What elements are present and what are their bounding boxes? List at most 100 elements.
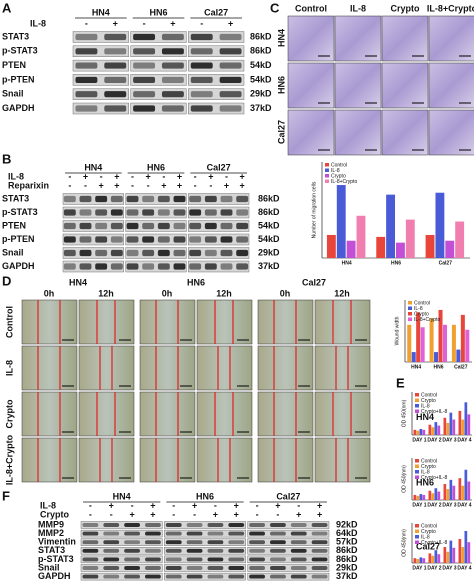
blot-strip xyxy=(130,74,187,86)
blot-strip xyxy=(188,206,250,219)
treatment-sign: + xyxy=(317,500,322,510)
treatment-sign: - xyxy=(100,171,103,181)
blot-strip xyxy=(247,521,330,529)
blot-band xyxy=(189,195,202,203)
scratch-image xyxy=(196,299,253,345)
bar xyxy=(437,425,441,435)
panel-label: F xyxy=(2,488,10,503)
treatment-sign: - xyxy=(131,180,134,190)
bar xyxy=(467,481,471,500)
micrograph xyxy=(334,109,382,156)
scratch-image xyxy=(314,391,371,437)
blot-band xyxy=(75,91,98,98)
scratch-image xyxy=(139,299,196,345)
legend-swatch xyxy=(408,301,412,305)
legend-swatch xyxy=(415,475,419,479)
protein-label: PTEN xyxy=(2,220,26,230)
legend-label: IL-8 xyxy=(421,534,430,540)
treatment-sign: - xyxy=(131,500,134,510)
blot-band xyxy=(82,566,99,570)
x-tick-label: HN4 xyxy=(411,364,421,370)
treatment-sign: - xyxy=(84,180,87,190)
blot-strip xyxy=(130,31,187,43)
legend-swatch xyxy=(408,306,412,310)
group-label: HN6 xyxy=(147,162,165,172)
legend-label: Crypto xyxy=(421,529,436,535)
blot-band xyxy=(173,195,186,203)
blot-band xyxy=(186,566,203,570)
protein-label: GAPDH xyxy=(2,103,35,113)
blot-band xyxy=(142,195,155,203)
bar xyxy=(458,478,462,500)
blot-band xyxy=(204,263,217,270)
bar xyxy=(413,494,417,500)
x-tick-label: HN4 xyxy=(342,260,352,266)
blot-band xyxy=(270,548,286,553)
blot-strip xyxy=(164,564,246,572)
scratch-image xyxy=(196,345,253,391)
panel-label: E xyxy=(396,375,405,390)
y-axis-label: Number of migration cells xyxy=(311,181,317,238)
bar xyxy=(428,424,432,435)
scratch-image xyxy=(257,391,314,437)
bar xyxy=(464,469,468,500)
size-label: 64kD xyxy=(336,528,358,538)
y-axis-label: Wound width xyxy=(394,316,400,345)
scratch-image xyxy=(78,345,135,391)
blot-band xyxy=(249,548,265,553)
blot-band xyxy=(173,222,186,230)
blot-band xyxy=(228,523,245,527)
bar xyxy=(396,242,405,258)
blot-band xyxy=(173,209,186,216)
blot-band xyxy=(110,236,123,243)
blot-band xyxy=(311,531,328,536)
blot-band xyxy=(133,33,156,41)
blot-band xyxy=(219,48,242,55)
blot-band xyxy=(311,523,328,527)
scratch-image xyxy=(314,345,371,391)
treatment-label: Reparixin xyxy=(8,180,49,190)
row-label: HN6 xyxy=(276,76,286,94)
blot-band xyxy=(126,236,139,243)
chart-title: Cal27 xyxy=(416,541,440,551)
bar xyxy=(452,419,456,435)
blot-band xyxy=(228,566,245,570)
blot-band xyxy=(207,566,224,570)
treatment-sign: - xyxy=(147,180,150,190)
time-label: 0h xyxy=(44,288,55,298)
blot-band xyxy=(63,249,76,257)
blot-band xyxy=(204,249,217,257)
bar xyxy=(416,495,420,500)
protein-label: MMP9 xyxy=(38,519,64,529)
x-tick-label: DAY 1 xyxy=(412,565,426,571)
protein-label: Snail xyxy=(2,89,24,99)
bar xyxy=(467,414,471,435)
chart-title: HN4 xyxy=(416,412,434,422)
protein-label: p-STAT3 xyxy=(2,207,38,217)
row-label: Control xyxy=(4,306,14,338)
blot-band xyxy=(145,548,161,553)
blot-band xyxy=(207,574,224,579)
bar xyxy=(422,558,426,563)
blot-band xyxy=(104,76,127,83)
blot-band xyxy=(186,574,203,579)
bar xyxy=(446,489,450,500)
blot-band xyxy=(173,263,186,270)
treatment-sign: - xyxy=(256,509,259,519)
legend-swatch xyxy=(325,168,329,172)
treatment-sign: - xyxy=(225,171,228,181)
bar xyxy=(425,234,435,258)
size-label: 86kD xyxy=(258,193,280,203)
blot-band xyxy=(228,531,245,536)
blot-band xyxy=(124,540,140,545)
bar xyxy=(446,551,450,563)
bar xyxy=(422,494,426,500)
legend-swatch xyxy=(415,398,419,402)
blot-strip xyxy=(72,31,129,43)
blot-band xyxy=(103,523,120,527)
blot-strip xyxy=(130,102,187,115)
chart-title: HN6 xyxy=(416,477,434,487)
treatment-sign: + xyxy=(129,509,134,519)
x-tick-label: DAY 1 xyxy=(412,437,426,443)
bar xyxy=(431,427,435,435)
